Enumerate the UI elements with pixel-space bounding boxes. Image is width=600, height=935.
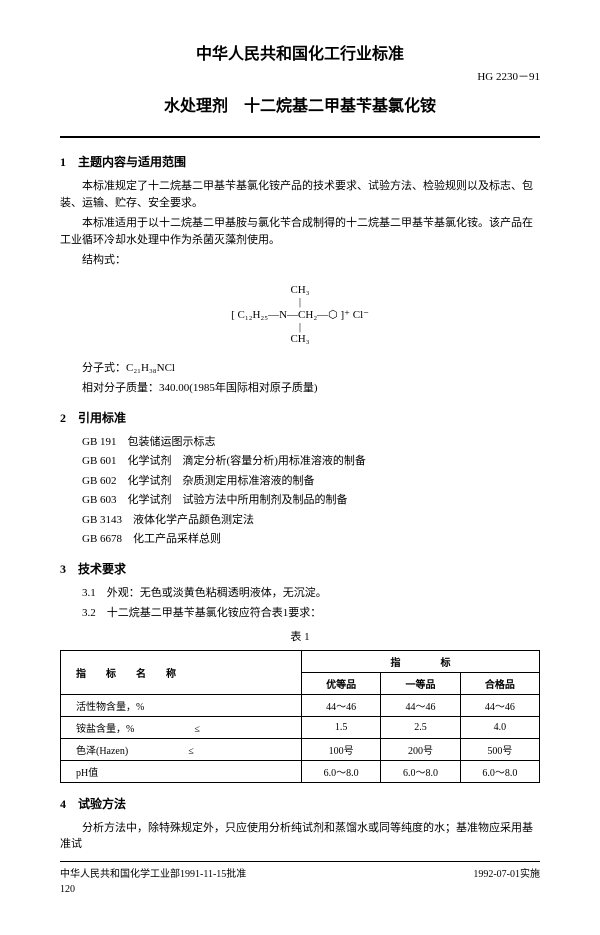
th-index: 指 标 — [302, 650, 540, 672]
cell: 200号 — [381, 738, 460, 760]
th-name: 指 标 名 称 — [61, 650, 302, 694]
table-row: pH值 6.0～8.0 6.0～8.0 6.0～8.0 — [61, 760, 540, 782]
section-2-heading: 2 引用标准 — [60, 409, 540, 426]
footer: 中华人民共和国化学工业部1991-11-15批准 1992-07-01实施 — [60, 861, 540, 880]
formula-main: [ C₁₂H₂₅—N—CH₂—⬡ ]⁺ Cl⁻ — [231, 308, 369, 321]
s4-para-1: 分析方法中，除特殊规定外，只应使用分析纯试剂和蒸馏水或同等纯度的水；基准物应采用… — [60, 820, 540, 853]
cell: 6.0～8.0 — [302, 760, 381, 782]
s1-para-3: 结构式： — [60, 252, 540, 269]
cell: 1.5 — [302, 716, 381, 738]
table-row: 活性物含量，% 44～46 44～46 44～46 — [61, 694, 540, 716]
s1-para-5: 相对分子质量：340.00(1985年国际相对原子质量) — [60, 380, 540, 397]
reference-item: GB 601 化学试剂 滴定分析(容量分析)用标准溶液的制备 — [82, 453, 540, 470]
reference-item: GB 191 包装储运图示标志 — [82, 434, 540, 451]
table-row: 色泽(Hazen) ≤ 100号 200号 500号 — [61, 738, 540, 760]
reference-item: GB 603 化学试剂 试验方法中所用制剂及制品的制备 — [82, 492, 540, 509]
cell: 6.0～8.0 — [381, 760, 460, 782]
page-number: 120 — [60, 884, 540, 895]
cell: 活性物含量，% — [61, 694, 302, 716]
s1-para-4: 分子式：C₂₁H₃₈NCl — [60, 360, 540, 377]
cell: 44～46 — [460, 694, 539, 716]
s1-para-1: 本标准规定了十二烷基二甲基苄基氯化铵产品的技术要求、试验方法、检验规则以及标志、… — [60, 178, 540, 211]
th-c3: 合格品 — [460, 672, 539, 694]
cell: 4.0 — [460, 716, 539, 738]
s3-para-1: 3.1 外观：无色或淡黄色粘稠透明液体，无沉淀。 — [60, 585, 540, 602]
table-caption: 表 1 — [60, 628, 540, 644]
cell: 铵盐含量，% ≤ — [61, 716, 302, 738]
spec-table: 指 标 名 称 指 标 优等品 一等品 合格品 活性物含量，% 44～46 44… — [60, 650, 540, 783]
th-c1: 优等品 — [302, 672, 381, 694]
cell: 6.0～8.0 — [460, 760, 539, 782]
s3-para-2: 3.2 十二烷基二甲基苄基氯化铵应符合表1要求： — [60, 605, 540, 622]
chemical-formula: CH₃ | [ C₁₂H₂₅—N—CH₂—⬡ ]⁺ Cl⁻ | CH₃ — [60, 284, 540, 345]
standard-code: HG 2230－91 — [60, 68, 540, 84]
divider — [60, 136, 540, 138]
footer-right: 1992-07-01实施 — [473, 865, 540, 880]
cell: 44～46 — [302, 694, 381, 716]
formula-ch3-bot: CH₃ — [231, 333, 369, 345]
formula-ch3-top: CH₃ — [231, 284, 369, 296]
table-row: 铵盐含量，% ≤ 1.5 2.5 4.0 — [61, 716, 540, 738]
cell: 44～46 — [381, 694, 460, 716]
cell: 500号 — [460, 738, 539, 760]
section-3-heading: 3 技术要求 — [60, 560, 540, 577]
section-4-heading: 4 试验方法 — [60, 795, 540, 812]
cell: pH值 — [61, 760, 302, 782]
footer-left: 中华人民共和国化学工业部1991-11-15批准 — [60, 865, 246, 880]
reference-item: GB 3143 液体化学产品颜色测定法 — [82, 512, 540, 529]
s1-para-2: 本标准适用于以十二烷基二甲基胺与氯化苄合成制得的十二烷基二甲基苄基氯化铵。该产品… — [60, 215, 540, 248]
cell: 100号 — [302, 738, 381, 760]
section-1-heading: 1 主题内容与适用范围 — [60, 153, 540, 170]
cell: 2.5 — [381, 716, 460, 738]
th-c2: 一等品 — [381, 672, 460, 694]
cell: 色泽(Hazen) ≤ — [61, 738, 302, 760]
reference-item: GB 602 化学试剂 杂质测定用标准溶液的制备 — [82, 473, 540, 490]
main-title: 中华人民共和国化工行业标准 — [60, 40, 540, 64]
subtitle: 水处理剂 十二烷基二甲基苄基氯化铵 — [60, 92, 540, 116]
reference-item: GB 6678 化工产品采样总则 — [82, 531, 540, 548]
